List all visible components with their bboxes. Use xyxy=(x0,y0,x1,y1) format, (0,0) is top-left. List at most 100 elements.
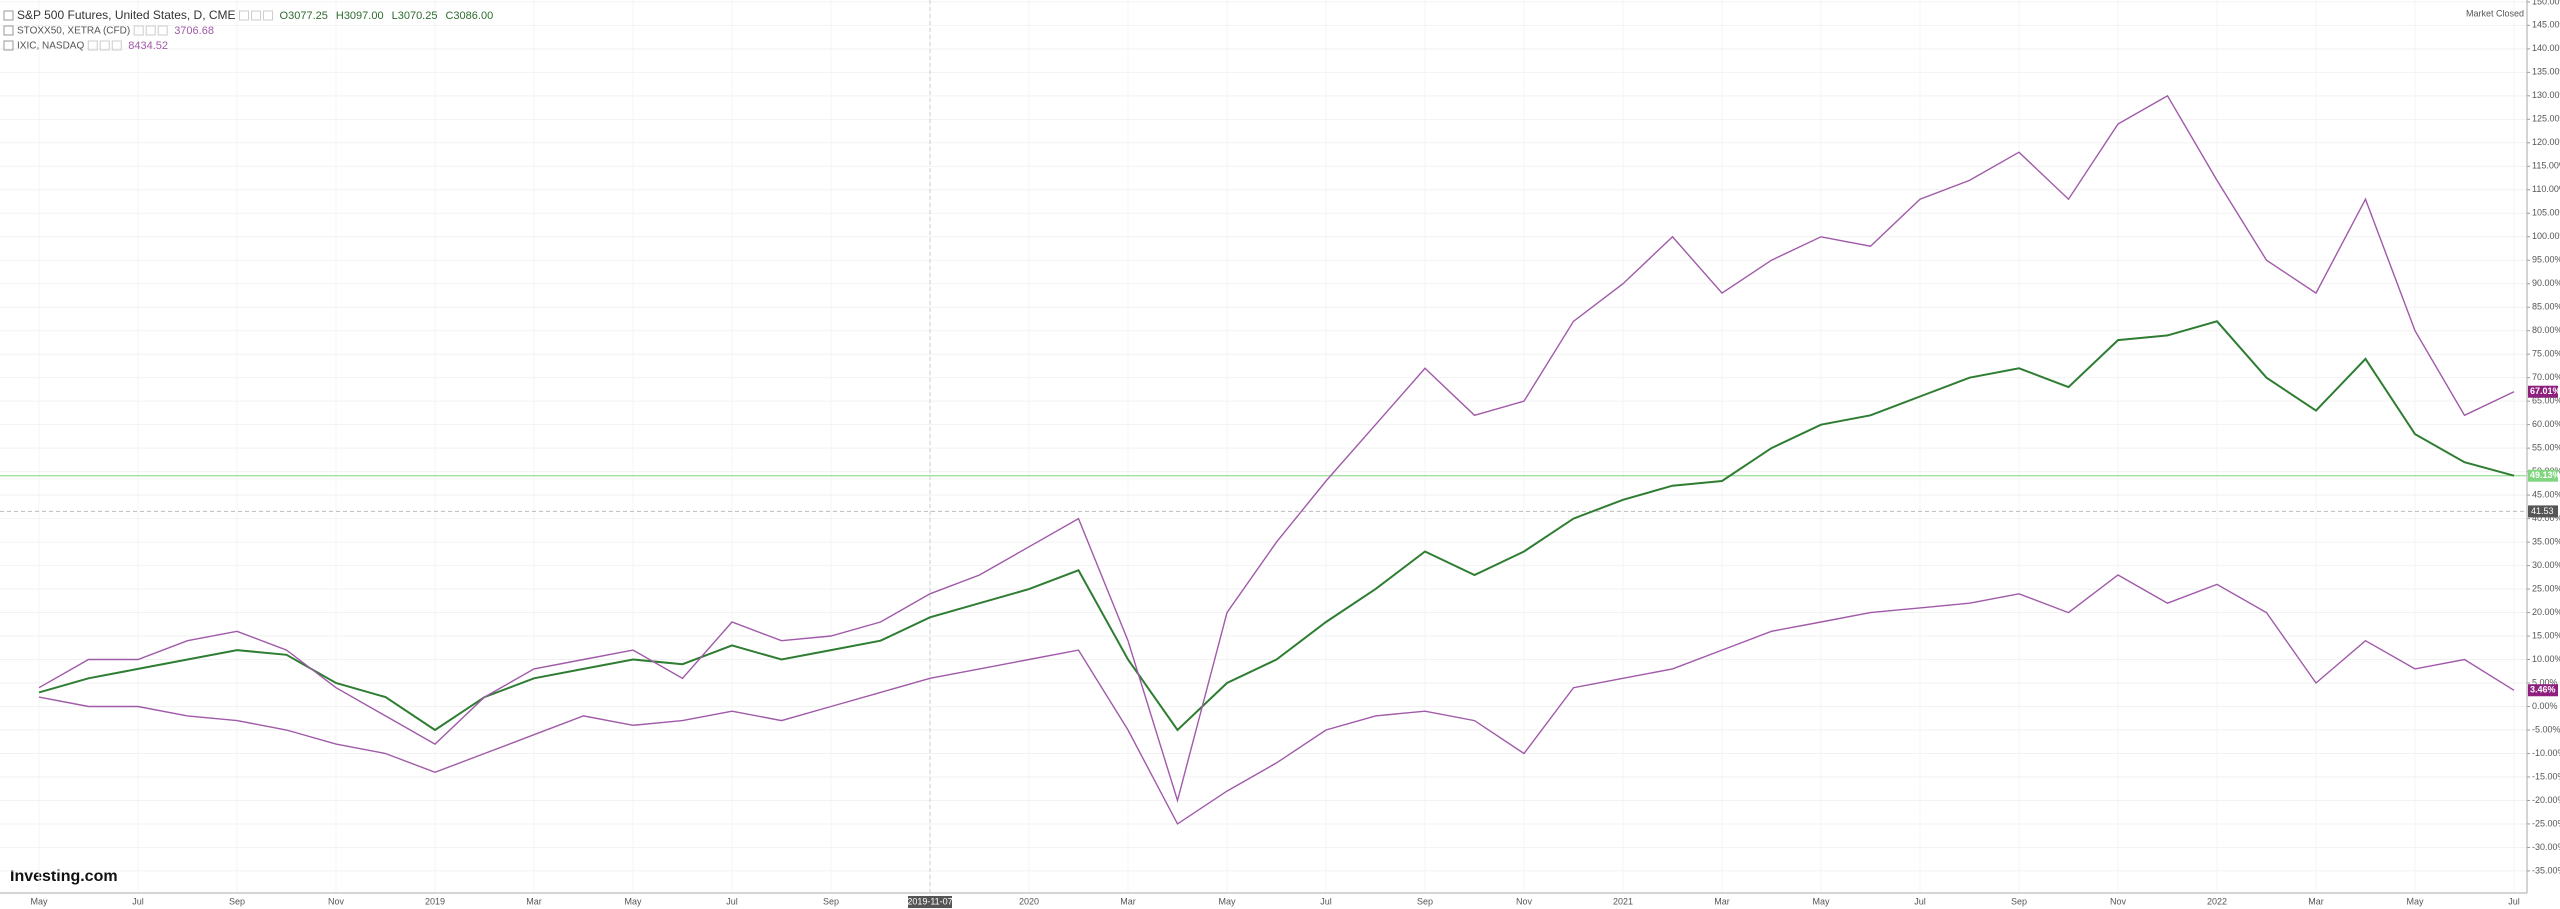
y-tick-label: 60.00% xyxy=(2532,419,2560,429)
x-tick-label: Mar xyxy=(2308,896,2324,906)
legend-button xyxy=(87,40,98,51)
legend-quote: 3706.68 xyxy=(174,25,214,37)
x-tick-label: Sep xyxy=(1417,896,1433,906)
x-tick-label: Nov xyxy=(2110,896,2127,906)
x-tick-label: Nov xyxy=(328,896,345,906)
x-tick-label: Mar xyxy=(1120,896,1136,906)
y-tick-label: -25.00% xyxy=(2532,818,2560,828)
y-tick-label: 140.00% xyxy=(2532,43,2560,53)
x-tick-label: May xyxy=(624,896,642,906)
legend-quote: L3070.25 xyxy=(392,10,438,22)
y-tick-label: -30.00% xyxy=(2532,842,2560,852)
y-tick-label: 65.00% xyxy=(2532,396,2560,406)
last-value-box xyxy=(2528,684,2558,697)
y-tick-label: 70.00% xyxy=(2532,372,2560,382)
logo: Investing.com xyxy=(10,868,118,885)
legend-button xyxy=(239,10,250,21)
last-value-label: 49.13% xyxy=(2530,470,2560,480)
legend-button xyxy=(145,25,156,36)
legend-button xyxy=(111,40,122,51)
y-tick-label: 90.00% xyxy=(2532,278,2560,288)
legend-icon xyxy=(3,40,14,51)
x-tick-label: Mar xyxy=(1714,896,1730,906)
y-tick-label: 45.00% xyxy=(2532,489,2560,499)
legend-button xyxy=(251,10,262,21)
y-tick-label: -35.00% xyxy=(2532,865,2560,875)
y-tick-label: 20.00% xyxy=(2532,607,2560,617)
y-tick-label: 145.00% xyxy=(2532,20,2560,30)
y-tick-label: 55.00% xyxy=(2532,443,2560,453)
legend-name: IXIC, NASDAQ xyxy=(17,41,84,52)
y-tick-label: 95.00% xyxy=(2532,255,2560,265)
legend-quote: 8434.52 xyxy=(128,40,168,52)
y-tick-label: 125.00% xyxy=(2532,114,2560,124)
y-tick-label: 5.00% xyxy=(2532,677,2558,687)
x-tick-label: May xyxy=(30,896,48,906)
y-tick-label: -10.00% xyxy=(2532,748,2560,758)
last-value-label: 3.46% xyxy=(2530,685,2556,695)
legend-icon xyxy=(3,10,14,21)
x-tick-label: 2021 xyxy=(1613,896,1633,906)
crosshair-x-box xyxy=(908,896,952,908)
y-tick-label: 135.00% xyxy=(2532,67,2560,77)
y-tick-label: 130.00% xyxy=(2532,90,2560,100)
series-line xyxy=(38,574,2515,825)
legend-quote: C3086.00 xyxy=(445,10,493,22)
series-line xyxy=(38,320,2515,732)
legend-name: STOXX50, XETRA (CFD) xyxy=(17,26,130,37)
y-tick-label: 25.00% xyxy=(2532,583,2560,593)
x-tick-label: Jul xyxy=(726,896,738,906)
x-tick-label: Jul xyxy=(132,896,144,906)
series-line xyxy=(38,94,2515,804)
x-tick-label: Mar xyxy=(526,896,542,906)
x-tick-label: Sep xyxy=(2011,896,2027,906)
y-tick-label: 150.00% xyxy=(2532,0,2560,6)
legend-icon xyxy=(3,25,14,36)
y-tick-label: 80.00% xyxy=(2532,325,2560,335)
x-tick-label: 2022 xyxy=(2207,896,2227,906)
x-tick-label: 2020 xyxy=(1019,896,1039,906)
crosshair-y-box xyxy=(2528,505,2558,518)
x-tick-label: Jul xyxy=(1320,896,1332,906)
y-tick-label: 110.00% xyxy=(2532,184,2560,194)
y-tick-label: 100.00% xyxy=(2532,231,2560,241)
legend-button xyxy=(263,10,274,21)
crosshair-x-label: 2019-11-07 xyxy=(907,896,952,906)
last-value-label: 67.01% xyxy=(2530,386,2560,396)
y-tick-label: 120.00% xyxy=(2532,137,2560,147)
legend-quote: O3077.25 xyxy=(280,10,328,22)
y-tick-label: -15.00% xyxy=(2532,771,2560,781)
crosshair-y-label: 41.53 xyxy=(2531,506,2554,516)
x-tick-label: Jul xyxy=(1914,896,1926,906)
y-tick-label: -20.00% xyxy=(2532,795,2560,805)
legend-button xyxy=(157,25,168,36)
y-tick-label: 105.00% xyxy=(2532,208,2560,218)
y-tick-label: 35.00% xyxy=(2532,536,2560,546)
y-tick-label: 115.00% xyxy=(2532,161,2560,171)
x-tick-label: Sep xyxy=(229,896,245,906)
x-tick-label: May xyxy=(1812,896,1830,906)
x-tick-label: 2019 xyxy=(425,896,445,906)
legend-name: S&P 500 Futures, United States, D, CME xyxy=(17,8,236,22)
last-value-box xyxy=(2528,469,2558,482)
x-tick-label: Jul xyxy=(2508,896,2520,906)
x-tick-label: May xyxy=(1218,896,1236,906)
x-tick-label: Sep xyxy=(823,896,839,906)
y-tick-label: 40.00% xyxy=(2532,513,2560,523)
y-tick-label: 0.00% xyxy=(2532,701,2558,711)
legend-button xyxy=(133,25,144,36)
market-status: Market Closed xyxy=(2466,8,2524,18)
legend-quote: H3097.00 xyxy=(336,10,384,22)
y-tick-label: 75.00% xyxy=(2532,349,2560,359)
legend-button xyxy=(99,40,110,51)
last-value-box xyxy=(2528,385,2558,398)
x-tick-label: Nov xyxy=(1516,896,1533,906)
x-tick-label: May xyxy=(2406,896,2424,906)
y-tick-label: -5.00% xyxy=(2532,724,2560,734)
y-tick-label: 85.00% xyxy=(2532,302,2560,312)
y-tick-label: 15.00% xyxy=(2532,630,2560,640)
y-tick-label: 10.00% xyxy=(2532,654,2560,664)
y-tick-label: 30.00% xyxy=(2532,560,2560,570)
